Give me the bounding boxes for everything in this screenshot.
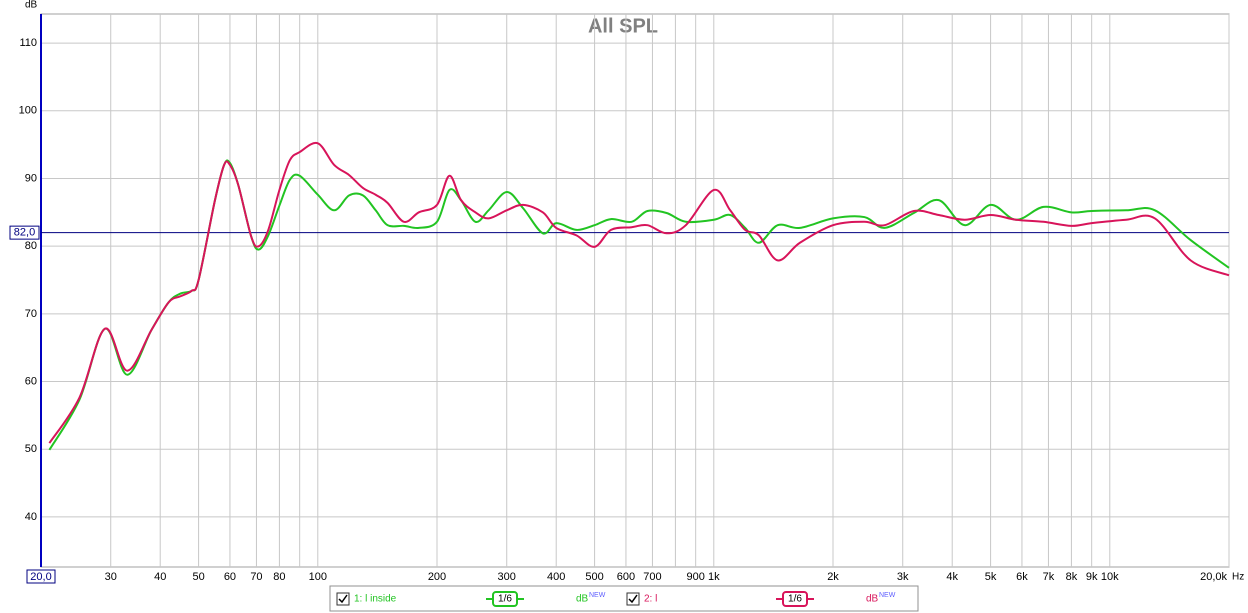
x-tick-label: 50 [192,571,204,583]
x-tick-label: 900 [686,571,704,583]
x-tick-label: 4k [946,571,958,583]
legend-unit: dB [576,594,589,605]
legend-label: 1: l inside [354,594,397,605]
legend-checkbox [336,592,350,606]
reference-label-box [9,225,40,240]
x-tick-label: 5k [985,571,997,583]
y-tick-label: 40 [25,511,37,523]
x-axis-label: Hz [1232,572,1244,583]
y-tick-label: 110 [19,37,37,49]
x-tick-label: 8k [1066,571,1078,583]
x-tick-label: 10k [1101,571,1119,583]
legend [329,585,919,612]
x-tick-label: 60 [224,571,236,583]
legend-unit-tag: NEW [879,592,896,599]
legend-unit-tag: NEW [589,592,606,599]
x-tick-label: 3k [897,571,909,583]
y-tick-label: 90 [25,172,37,184]
series-line [48,141,1230,444]
x-tick-label: 30 [105,571,117,583]
x-tick-label: 6k [1016,571,1028,583]
x-tick-label: 300 [498,571,516,583]
legend-smoothing-box [782,591,808,607]
legend-checkbox [626,592,640,606]
x-start-box [26,569,56,584]
legend-smoothing-box [492,591,518,607]
x-tick-label: 40 [154,571,166,583]
y-axis-label: dB [25,0,38,11]
legend-check [338,594,348,604]
x-tick-label: 700 [643,571,661,583]
legend-unit: dB [866,594,879,605]
y-tick-label: 60 [25,375,37,387]
x-tick-label: 100 [309,571,327,583]
y-tick-label: 70 [25,308,37,320]
x-tick-label: 1k [708,571,720,583]
x-tick-label: 600 [617,571,635,583]
x-tick-label: 200 [428,571,446,583]
y-tick-label: 100 [19,105,37,117]
reference-label: 82,0 [14,227,35,239]
x-tick-label: 7k [1043,571,1055,583]
x-tick-label: 400 [547,571,565,583]
x-tick-label: 80 [273,571,285,583]
y-tick-label: 50 [25,443,37,455]
chart-title: All SPL [588,15,658,37]
y-tick-label: 80 [25,240,37,252]
x-tick-label: 20,0 [30,571,51,583]
legend-check [628,594,638,604]
x-tick-label: 9k [1086,571,1098,583]
x-tick-label: 500 [585,571,603,583]
x-tick-label: 20,0k [1200,571,1227,583]
legend-label: 2: l [644,594,657,605]
x-tick-label: 70 [250,571,262,583]
x-tick-label: 2k [827,571,839,583]
legend-smoothing: 1/6 [788,594,802,605]
legend-smoothing: 1/6 [498,594,512,605]
